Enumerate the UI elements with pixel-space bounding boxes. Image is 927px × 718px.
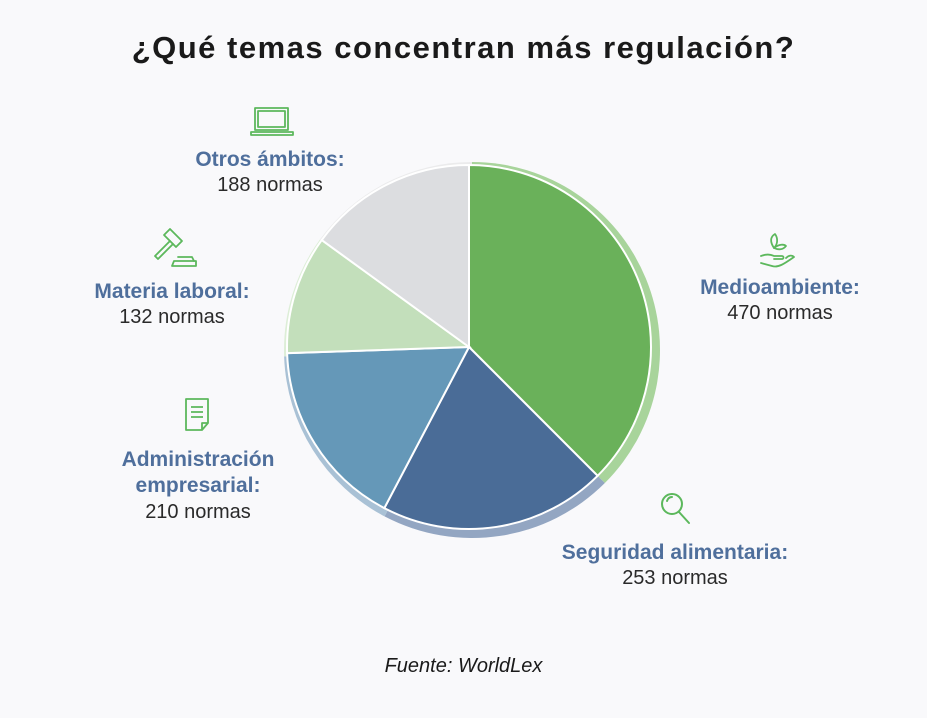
gavel-icon — [154, 228, 197, 267]
label-name: Otros ámbitos: — [195, 148, 345, 171]
pie-slice-materia-laboral — [286, 238, 472, 355]
pie-slices — [286, 163, 652, 530]
label-administracion-empresarial: Administración empresarial: 210 normas — [88, 447, 308, 525]
label-value: 188 normas — [217, 174, 323, 197]
label-otros-ambitos: Otros ámbitos: 188 normas — [160, 147, 380, 198]
label-seguridad-alimentaria: Seguridad alimentaria: 253 normas — [520, 540, 830, 591]
label-value: 210 normas — [145, 500, 251, 523]
label-materia-laboral: Materia laboral: 132 normas — [62, 279, 282, 330]
chart-title: ¿Qué temas concentran más regulación? — [131, 30, 796, 65]
label-name: Medioambiente: — [700, 276, 860, 299]
label-value: 132 normas — [119, 306, 225, 329]
label-name: Administración empresarial: — [121, 448, 275, 498]
label-name: Seguridad alimentaria: — [561, 541, 789, 564]
pie-slice-administracion-empresarial — [286, 345, 471, 510]
label-value: 253 normas — [622, 567, 728, 590]
magnifier-icon — [661, 493, 690, 524]
source-note: Fuente: WorldLex — [384, 655, 543, 677]
pie-slice-otros-ambitos — [320, 163, 470, 349]
document-icon — [185, 398, 209, 431]
pie-slice-seguridad-alimentaria — [382, 345, 600, 530]
hand-leaf-icon — [760, 233, 795, 268]
label-name: Materia laboral: — [94, 280, 250, 303]
laptop-icon — [250, 107, 294, 136]
pie-slice-medioambiente — [468, 163, 652, 478]
label-medioambiente: Medioambiente: 470 normas — [660, 275, 900, 326]
label-value: 470 normas — [727, 302, 833, 325]
